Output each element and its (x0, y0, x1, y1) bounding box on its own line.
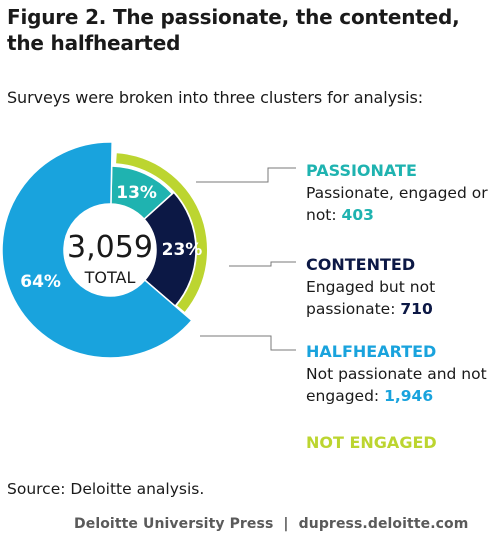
center-total-label: TOTAL (84, 268, 136, 287)
legend-contented: CONTENTED Engaged but not passionate: 71… (306, 254, 496, 320)
legend-contented-text: Engaged but not passionate: (306, 278, 436, 318)
legend-contented-head: CONTENTED (306, 255, 416, 274)
legend-not-engaged-head: NOT ENGAGED (306, 433, 437, 452)
donut-hole (64, 204, 156, 296)
center-total-value: 3,059 (67, 230, 153, 265)
footer-separator: | (283, 516, 289, 532)
legend-halfhearted-desc: Not passionate and not engaged: 1,946 (306, 363, 496, 407)
legend-halfhearted: HALFHEARTED Not passionate and not engag… (306, 341, 496, 407)
footer-url: dupress.deloitte.com (298, 516, 469, 532)
legend-passionate-text: Passionate, engaged or not: (306, 184, 488, 224)
leader-lines (196, 167, 296, 351)
donut-slices (1, 141, 197, 359)
not-engaged-ring (116, 153, 207, 312)
legend-halfhearted-value: 1,946 (384, 387, 434, 405)
legend-halfhearted-text: Not passionate and not engaged: (306, 365, 487, 405)
leader-line-passionate (196, 167, 296, 183)
slice-labels: 13% 23% 64% (20, 183, 202, 292)
footer-publisher: Deloitte University Press (74, 516, 274, 532)
chart-title: Figure 2. The passionate, the contented,… (7, 5, 460, 55)
leader-line-contented (229, 261, 296, 267)
legend-passionate-head: PASSIONATE (306, 161, 417, 180)
leader-line-halfhearted (200, 335, 296, 351)
ring-not-engaged (116, 153, 207, 312)
footer: Deloitte University Press | dupress.deloit… (74, 516, 468, 532)
legend-halfhearted-head: HALFHEARTED (306, 342, 437, 361)
slice-label-contented: 23% (162, 240, 203, 260)
legend-contented-desc: Engaged but not passionate: 710 (306, 276, 496, 320)
legend-passionate-value: 403 (341, 206, 374, 224)
legend-not-engaged: NOT ENGAGED (306, 432, 496, 454)
source-note: Source: Deloitte analysis. (7, 480, 205, 498)
legend-passionate-desc: Passionate, engaged or not: 403 (306, 182, 496, 226)
slice-halfhearted (1, 141, 193, 359)
slice-label-halfhearted: 64% (20, 272, 61, 292)
chart-subtitle: Surveys were broken into three clusters … (7, 88, 424, 107)
donut-chart: 3,059 TOTAL 13% 23% 64% (1, 141, 296, 359)
legend-passionate: PASSIONATE Passionate, engaged or not: 4… (306, 160, 496, 226)
slice-label-passionate: 13% (116, 183, 157, 203)
legend-contented-value: 710 (400, 300, 433, 318)
